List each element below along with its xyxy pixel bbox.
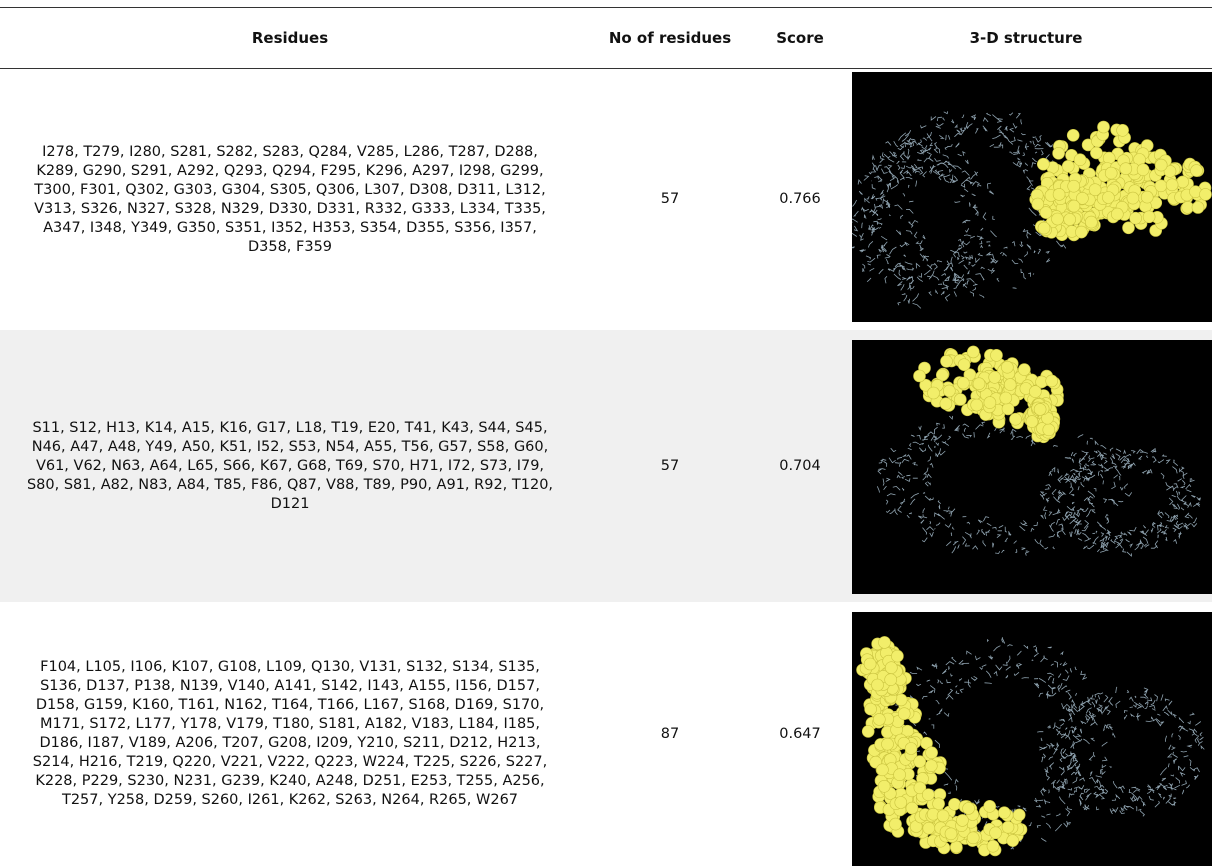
- score: 0.704: [760, 330, 840, 602]
- residues: F104, L105, I106, K107, G108, L109, Q130…: [20, 602, 560, 866]
- page: Residues No of residues Score 3-D struct…: [0, 0, 1212, 866]
- residues: I278, T279, I280, S281, S282, S283, Q284…: [20, 69, 560, 330]
- header-cell: No of residues: [580, 8, 760, 68]
- header-cell: 3-D structure: [840, 8, 1212, 68]
- header-cell: Score: [760, 8, 840, 68]
- structure-image: [852, 612, 1212, 866]
- structure-image: [852, 340, 1212, 594]
- residue-count: 57: [580, 69, 760, 330]
- residue-count: 87: [580, 602, 760, 866]
- residue-count: 57: [580, 330, 760, 602]
- header-cell: Residues: [0, 8, 580, 68]
- residues: S11, S12, H13, K14, A15, K16, G17, L18, …: [20, 330, 560, 602]
- score: 0.766: [760, 69, 840, 330]
- structure-image: [852, 72, 1212, 322]
- score: 0.647: [760, 602, 840, 866]
